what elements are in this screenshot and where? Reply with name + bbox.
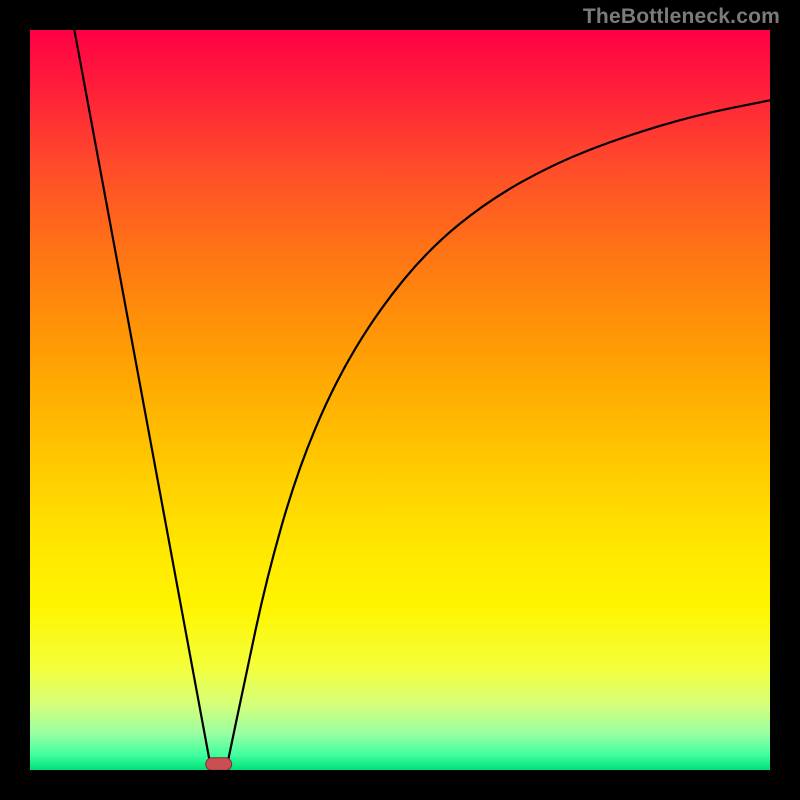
plot-svg <box>30 30 770 770</box>
plot-area <box>30 30 770 770</box>
optimum-marker <box>206 758 232 770</box>
chart-frame: TheBottleneck.com <box>0 0 800 800</box>
gradient-background <box>30 30 770 770</box>
watermark-text: TheBottleneck.com <box>583 5 780 29</box>
